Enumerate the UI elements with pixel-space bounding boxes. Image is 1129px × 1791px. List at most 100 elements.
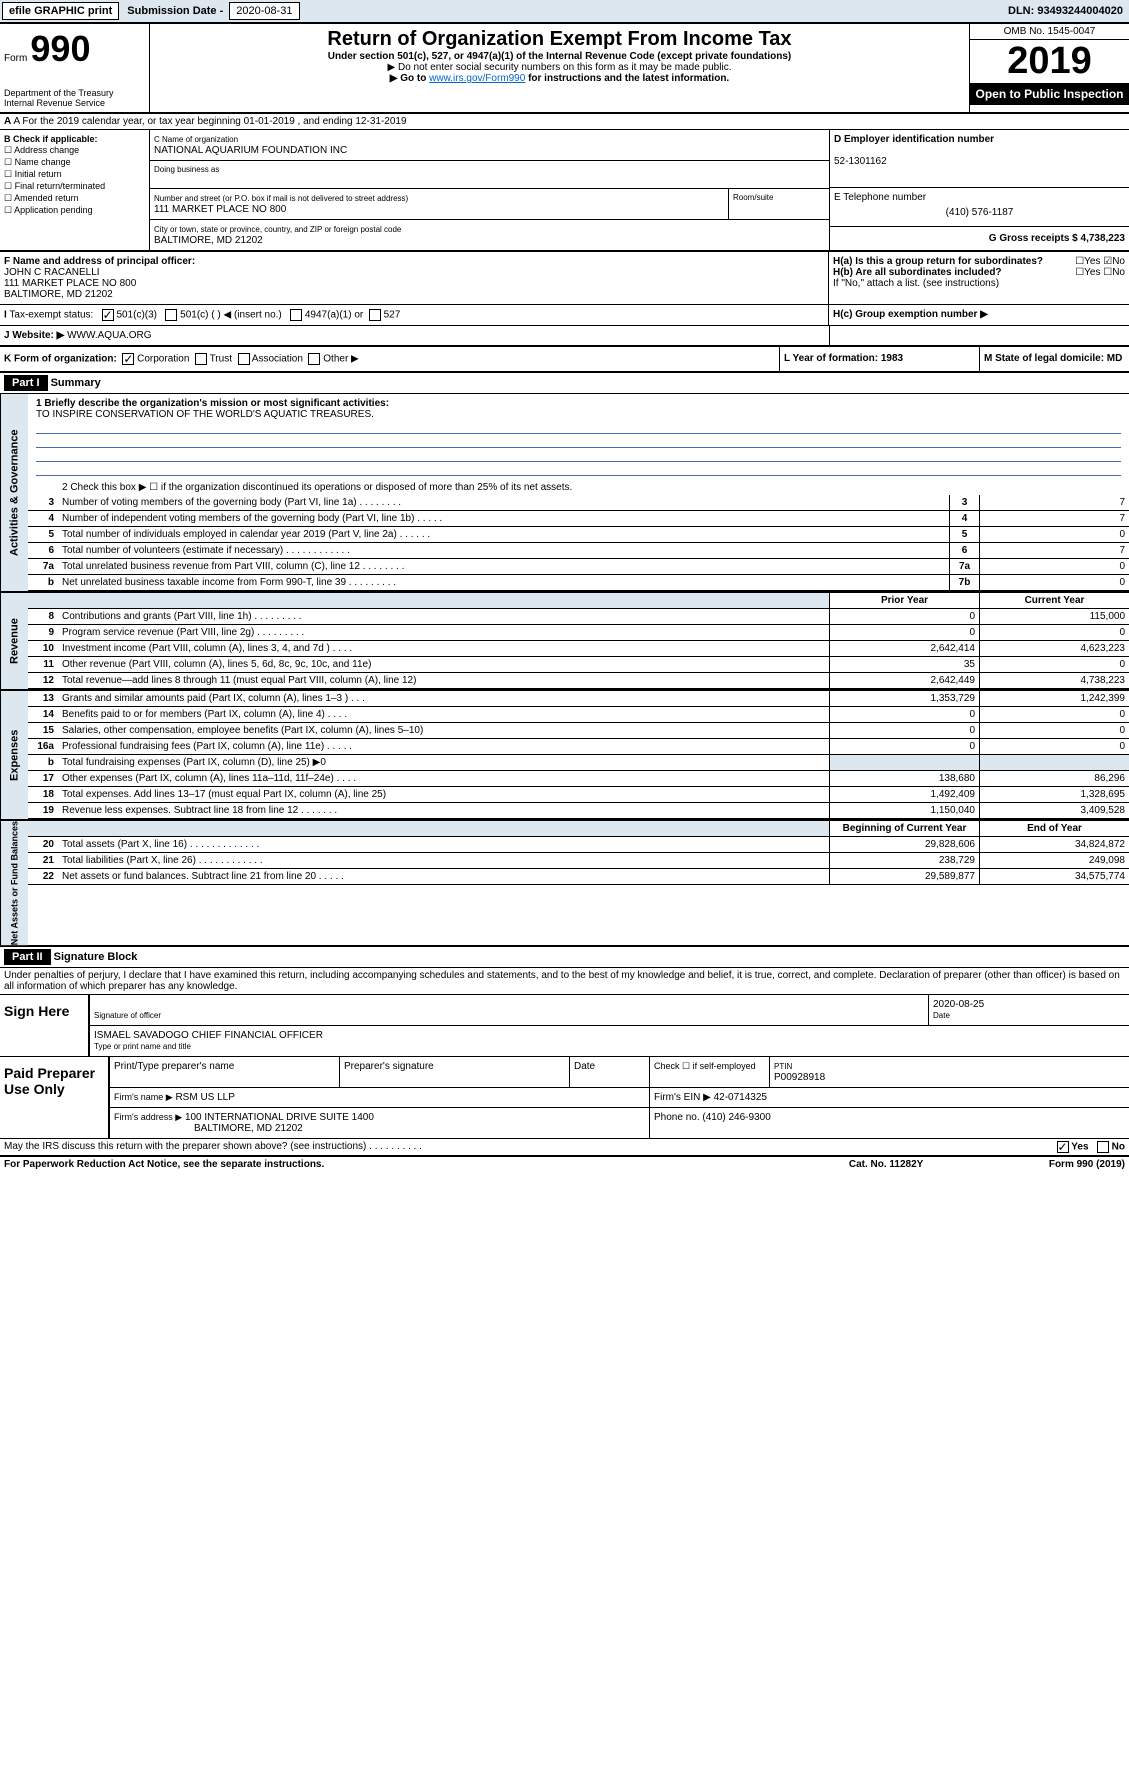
cb-trust[interactable]: [195, 353, 207, 365]
dln: DLN: 93493244004020: [1008, 5, 1129, 17]
b-heading: B Check if applicable:: [4, 134, 98, 144]
irs-link[interactable]: www.irs.gov/Form990: [429, 73, 525, 84]
firm-ein: Firm's EIN ▶ 42-0714325: [650, 1088, 1129, 1107]
hb2: If "No," attach a list. (see instruction…: [833, 278, 999, 289]
hc: H(c) Group exemption number ▶: [833, 309, 988, 320]
firm-label: Firm's name ▶: [114, 1092, 173, 1102]
tax-status-label: Tax-exempt status:: [9, 310, 93, 321]
k-label: K Form of organization:: [4, 354, 117, 365]
cb-527[interactable]: [369, 309, 381, 321]
gross-receipts: G Gross receipts $ 4,738,223: [989, 233, 1125, 244]
officer-addr2: BALTIMORE, MD 21202: [4, 289, 113, 300]
firm-addr-label: Firm's address ▶: [114, 1112, 182, 1122]
beg-year-hdr: Beginning of Current Year: [829, 821, 979, 836]
discuss-q: May the IRS discuss this return with the…: [4, 1141, 1057, 1153]
cb-4947[interactable]: [290, 309, 302, 321]
tax-year: 2019: [970, 40, 1129, 83]
cb-other[interactable]: [308, 353, 320, 365]
section-b: B Check if applicable: ☐ Address change …: [0, 130, 1129, 252]
part1-title: Summary: [51, 377, 101, 389]
addr: 111 MARKET PLACE NO 800: [154, 204, 286, 215]
assoc: Association: [252, 354, 303, 365]
prep-h3: Date: [570, 1057, 650, 1087]
other: Other ▶: [323, 354, 358, 365]
officer-sig-name: ISMAEL SAVADOGO CHIEF FINANCIAL OFFICER: [94, 1030, 323, 1041]
cb-assoc[interactable]: [238, 353, 250, 365]
prep-h1: Print/Type preparer's name: [110, 1057, 340, 1087]
form-note2: ▶ Go to www.irs.gov/Form990 for instruct…: [154, 73, 965, 84]
cb-yes[interactable]: [1057, 1141, 1069, 1153]
line2: 2 Check this box ▶ ☐ if the organization…: [58, 480, 1129, 495]
officer-addr1: 111 MARKET PLACE NO 800: [4, 278, 136, 289]
form-footer: Form 990 (2019): [1049, 1159, 1125, 1170]
form-subtitle: Under section 501(c), 527, or 4947(a)(1)…: [154, 51, 965, 62]
current-year-hdr: Current Year: [979, 593, 1129, 608]
org-name: NATIONAL AQUARIUM FOUNDATION INC: [154, 145, 347, 156]
goto-pre: ▶ Go to: [390, 73, 429, 84]
sub-date: 2020-08-31: [229, 2, 299, 20]
website-val: WWW.AQUA.ORG: [67, 330, 151, 341]
sig-date: 2020-08-25: [933, 999, 984, 1010]
end-year-hdr: End of Year: [979, 821, 1129, 836]
omb: OMB No. 1545-0047: [970, 24, 1129, 40]
efile-btn[interactable]: efile GRAPHIC print: [2, 2, 119, 20]
sig-label: Signature of officer: [94, 1011, 924, 1020]
cb-final[interactable]: ☐ Final return/terminated: [4, 181, 145, 192]
pra: For Paperwork Reduction Act Notice, see …: [4, 1159, 849, 1170]
date-label: Date: [933, 1011, 950, 1020]
ptin-label: PTIN: [774, 1062, 792, 1071]
527: 527: [384, 310, 401, 321]
cb-amended[interactable]: ☐ Amended return: [4, 193, 145, 204]
prior-year-hdr: Prior Year: [829, 593, 979, 608]
e-label: E Telephone number: [834, 192, 926, 203]
state-domicile: M State of legal domicile: MD: [979, 347, 1129, 371]
part2-title: Signature Block: [54, 951, 138, 963]
name-label: Type or print name and title: [94, 1042, 191, 1051]
4947: 4947(a)(1) or: [305, 310, 363, 321]
part2-tab: Part II: [4, 949, 51, 965]
form-header: Form 990 Department of the TreasuryInter…: [0, 24, 1129, 114]
ha: H(a) Is this a group return for subordin…: [833, 256, 1043, 267]
perjury: Under penalties of perjury, I declare th…: [0, 968, 1129, 995]
phone: (410) 576-1187: [834, 203, 1125, 222]
cb-initial[interactable]: ☐ Initial return: [4, 169, 145, 180]
cb-name[interactable]: ☐ Name change: [4, 157, 145, 168]
hb: H(b) Are all subordinates included?: [833, 267, 1002, 278]
form-number: 990: [30, 28, 90, 69]
mission-q: 1 Briefly describe the organization's mi…: [36, 398, 389, 409]
side-governance: Activities & Governance: [0, 394, 28, 591]
firm-addr2: BALTIMORE, MD 21202: [194, 1123, 303, 1134]
cb-no[interactable]: [1097, 1141, 1109, 1153]
cb-corp[interactable]: [122, 353, 134, 365]
cb-501c3[interactable]: [102, 309, 114, 321]
501c3: 501(c)(3): [116, 310, 157, 321]
cb-address[interactable]: ☐ Address change: [4, 145, 145, 156]
part2-header: Part II Signature Block: [0, 947, 1129, 968]
city-label: City or town, state or province, country…: [154, 225, 401, 234]
trust: Trust: [210, 354, 232, 365]
d-label: D Employer identification number: [834, 134, 994, 145]
side-expenses: Expenses: [0, 691, 28, 819]
form-note1: ▶ Do not enter social security numbers o…: [154, 62, 965, 73]
goto-post: for instructions and the latest informat…: [528, 73, 729, 84]
ptin-val: P00928918: [774, 1072, 825, 1083]
addr-label: Number and street (or P.O. box if mail i…: [154, 194, 408, 203]
corp: Corporation: [137, 354, 189, 365]
no: No: [1112, 1142, 1125, 1153]
part1-header: Part I Summary: [0, 373, 1129, 394]
dept: Department of the TreasuryInternal Reven…: [4, 88, 145, 108]
side-revenue: Revenue: [0, 593, 28, 689]
website-label: J Website: ▶: [4, 330, 64, 341]
side-net: Net Assets or Fund Balances: [0, 821, 28, 945]
501c: 501(c) ( ) ◀ (insert no.): [180, 310, 282, 321]
sub-date-label: Submission Date -: [121, 5, 229, 17]
ein: 52-1301162: [834, 156, 887, 167]
cb-pending[interactable]: ☐ Application pending: [4, 205, 145, 216]
row-a-text: A For the 2019 calendar year, or tax yea…: [13, 116, 406, 127]
dba: Doing business as: [150, 161, 829, 189]
col-b-checkboxes: B Check if applicable: ☐ Address change …: [0, 130, 150, 250]
form-title: Return of Organization Exempt From Incom…: [154, 28, 965, 51]
prep-selfemp: Check ☐ if self-employed: [650, 1057, 770, 1087]
cb-501c[interactable]: [165, 309, 177, 321]
officer-name: JOHN C RACANELLI: [4, 267, 100, 278]
